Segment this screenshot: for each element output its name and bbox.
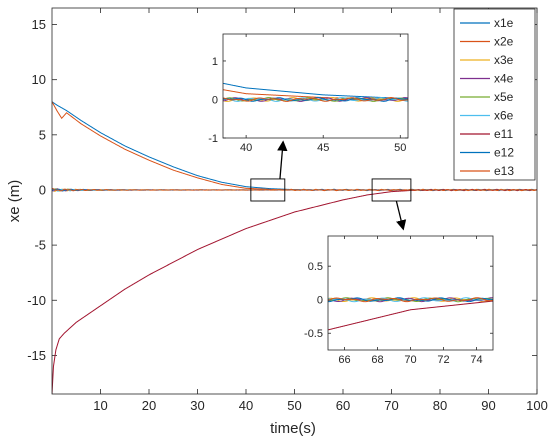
main-series-group	[52, 101, 537, 394]
main-xtick-label-8: 90	[481, 398, 495, 413]
inset2-ytick-label-2: 0.5	[308, 261, 323, 273]
y-axis-label: xe (m)	[6, 180, 23, 223]
main-series-e13	[52, 188, 537, 192]
inset1-ytick-label-2: 1	[212, 56, 218, 68]
inset2-series-e11	[328, 300, 493, 331]
legend-label-x2e: x2e	[494, 35, 514, 49]
zoom-box-2	[371, 178, 412, 202]
inset2-series-group	[328, 297, 493, 331]
inset2-xtick-label-2: 70	[404, 354, 416, 366]
main-ytick-label-2: -5	[34, 238, 46, 253]
x-axis-label: time(s)	[270, 420, 316, 437]
legend-label-e12: e12	[494, 146, 514, 160]
inset-plot-2: 66 68 70 72 74 -0.5 0 0.5	[304, 235, 494, 366]
main-xtick-label-7: 80	[433, 398, 447, 413]
legend: x1e x2e x3e x4e x5e x6e e11 e12 e13	[453, 8, 536, 181]
inset2-frame	[327, 235, 494, 351]
inset1-background	[223, 34, 408, 138]
main-ytick-label-0: -15	[27, 348, 46, 363]
zoom-arrow-2	[395, 200, 407, 231]
main-ytick-label-5: 10	[32, 72, 46, 87]
inset1-xtick-label-0: 40	[240, 142, 252, 154]
inset1-xtick-label-1: 45	[317, 142, 329, 154]
inset1-series-group	[223, 82, 408, 102]
main-ytick-label-1: -10	[27, 293, 46, 308]
legend-label-x4e: x4e	[494, 72, 514, 86]
inset2-ytick-label-1: 0	[317, 295, 323, 307]
inset2-xtick-label-4: 74	[470, 354, 482, 366]
main-ytick-label-3: 0	[39, 182, 46, 197]
main-xtick-label-2: 30	[190, 398, 204, 413]
inset1-series-x3e	[223, 97, 408, 102]
zoom-boxes	[250, 140, 412, 231]
main-frame	[51, 7, 538, 395]
inset2-background	[328, 236, 493, 350]
legend-label-x3e: x3e	[494, 53, 514, 67]
main-xtick-label-4: 50	[287, 398, 301, 413]
inset2-xtick-label-1: 68	[371, 354, 383, 366]
inset2-ytick-label-0: -0.5	[304, 328, 323, 340]
main-xtick-label-1: 20	[142, 398, 156, 413]
legend-label-e11: e11	[494, 127, 513, 141]
inset1-series-x6e	[223, 97, 408, 102]
legend-label-e13: e13	[494, 164, 514, 178]
inset1-ytick-label-0: -1	[208, 133, 218, 145]
inset2-series-x6e	[328, 297, 493, 303]
main-ytick-label-4: 5	[39, 127, 46, 142]
inset1-ytick-label-1: 0	[212, 94, 218, 106]
inset2-xtick-label-0: 66	[338, 354, 350, 366]
inset2-xtick-label-3: 72	[437, 354, 449, 366]
inset1-series-x1e	[223, 82, 408, 99]
inset-plot-1: 40 45 50 -1 0 1	[208, 33, 409, 154]
main-xtick-label-9: 100	[526, 398, 548, 413]
main-xtick-label-0: 10	[93, 398, 107, 413]
inset1-series-e13	[223, 97, 408, 102]
inset1-frame	[222, 33, 409, 139]
legend-label-x5e: x5e	[494, 90, 514, 104]
inset2-series-e13	[328, 297, 493, 303]
main-xtick-label-3: 40	[239, 398, 253, 413]
legend-box	[453, 8, 536, 181]
legend-label-x6e: x6e	[494, 109, 514, 123]
main-ytick-label-6: 15	[32, 17, 46, 32]
main-xtick-label-5: 60	[336, 398, 350, 413]
main-xtick-label-6: 70	[384, 398, 398, 413]
inset1-xtick-label-2: 50	[394, 142, 406, 154]
zoom-arrow-1	[277, 140, 288, 179]
legend-label-x1e: x1e	[494, 16, 514, 30]
zoom-box-1	[250, 178, 286, 202]
